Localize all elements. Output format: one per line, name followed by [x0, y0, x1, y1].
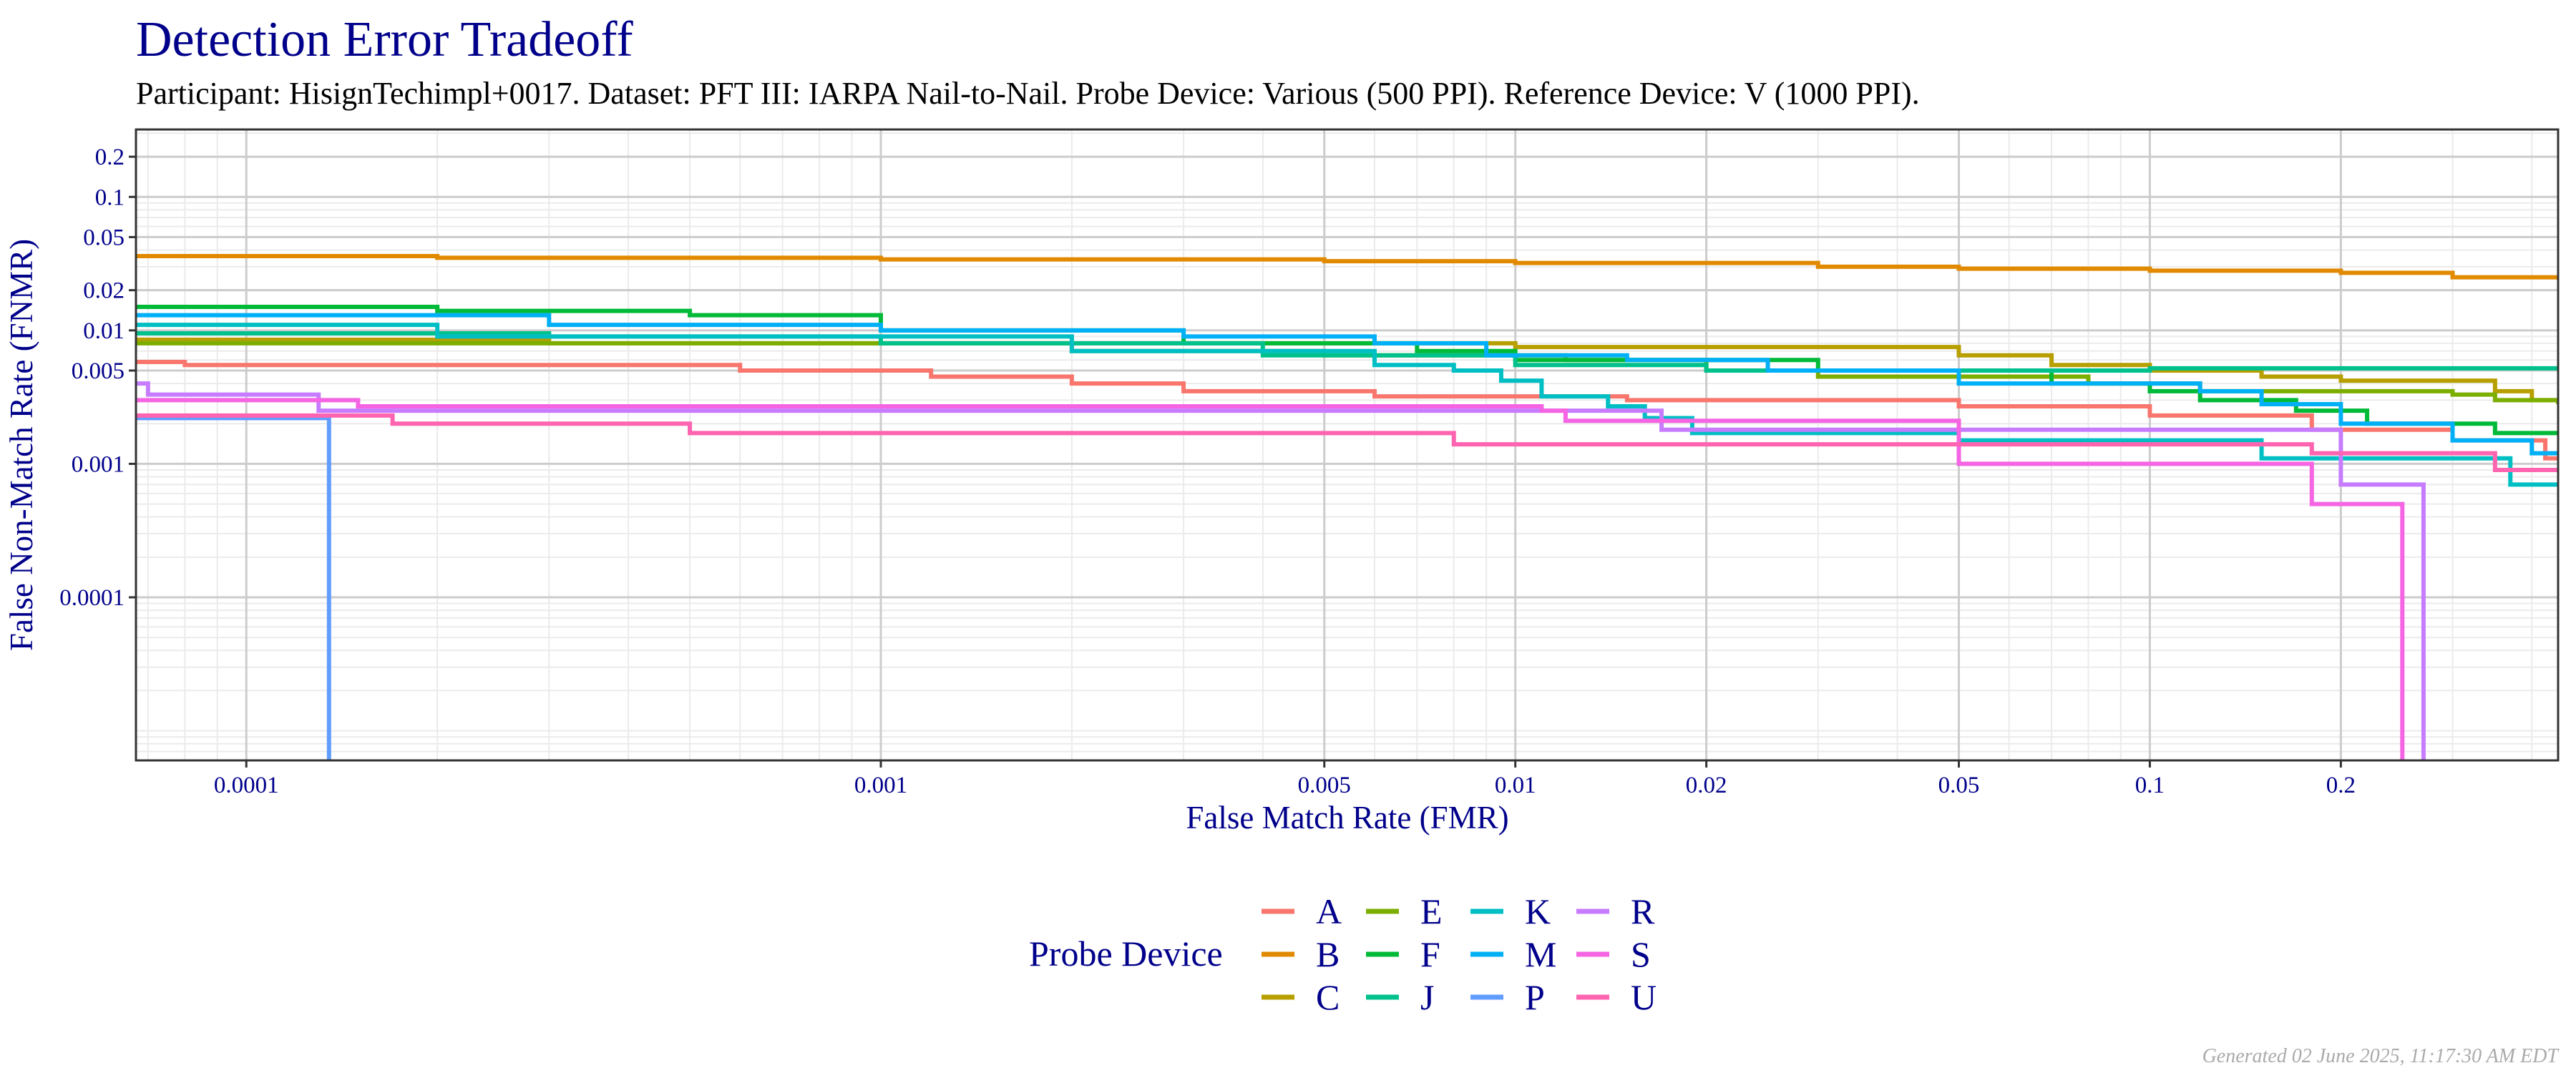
- y-tick-label: 0.005: [72, 358, 125, 384]
- legend-label-F: F: [1420, 934, 1440, 974]
- x-tick-label: 0.02: [1686, 773, 1727, 798]
- legend-label-P: P: [1525, 977, 1545, 1017]
- x-tick-label: 0.2: [2326, 773, 2356, 798]
- x-tick-label: 0.001: [854, 773, 907, 798]
- series-line-F: [136, 304, 2558, 436]
- plot-frame: [135, 128, 2560, 762]
- y-tick-label: 0.01: [83, 318, 125, 344]
- series-line-A: [136, 359, 2558, 461]
- x-axis-title: False Match Rate (FMR): [1186, 800, 1508, 836]
- legend-label-R: R: [1631, 891, 1655, 931]
- legend-label-M: M: [1525, 934, 1556, 974]
- x-tick-label: 0.1: [2135, 773, 2165, 798]
- chart-title: Detection Error Tradeoff: [136, 12, 633, 67]
- series-line-U: [136, 413, 2558, 472]
- legend: Probe Device ABC EFJ KMP RSU: [1029, 891, 1657, 1017]
- series-line-M: [136, 313, 2558, 456]
- series-line-C: [136, 338, 2558, 403]
- footer-timestamp: Generated 02 June 2025, 11:17:30 AM EDT: [2202, 1045, 2560, 1067]
- legend-label-C: C: [1316, 977, 1340, 1017]
- legend-label-S: S: [1631, 934, 1651, 974]
- y-axis-title: False Non-Match Rate (FNMR): [4, 239, 39, 651]
- y-tick-label: 0.05: [83, 225, 125, 250]
- legend-label-J: J: [1420, 977, 1434, 1017]
- legend-label-K: K: [1525, 891, 1551, 931]
- x-tick-label: 0.005: [1298, 773, 1351, 798]
- y-tick-label: 0.2: [95, 144, 125, 170]
- series-line-K: [136, 323, 2558, 487]
- x-tick-label: 0.0001: [214, 773, 279, 798]
- y-tick-label: 0.0001: [59, 585, 125, 611]
- legend-label-U: U: [1631, 977, 1657, 1017]
- y-tick-label: 0.1: [95, 185, 125, 210]
- ticks: 0.0001 0.001 0.005 0.01 0.02 0.05 0.1 0.2 0.2 0.1…: [59, 144, 2356, 798]
- series-line-S: [136, 398, 2405, 760]
- y-tick-label: 0.001: [72, 451, 125, 477]
- series-line-R: [136, 381, 2426, 760]
- y-tick-label: 0.02: [83, 278, 125, 304]
- legend-label-E: E: [1420, 891, 1443, 931]
- x-tick-label: 0.01: [1495, 773, 1536, 798]
- legend-title: Probe Device: [1029, 934, 1223, 974]
- legend-label-A: A: [1316, 891, 1342, 931]
- series-line-B: [136, 254, 2558, 280]
- chart-subtitle: Participant: HisignTechimpl+0017. Datase…: [136, 76, 1920, 111]
- series-line-P: [136, 416, 331, 760]
- x-tick-label: 0.05: [1938, 773, 1980, 798]
- legend-label-B: B: [1316, 934, 1340, 974]
- series-group: [136, 254, 2558, 760]
